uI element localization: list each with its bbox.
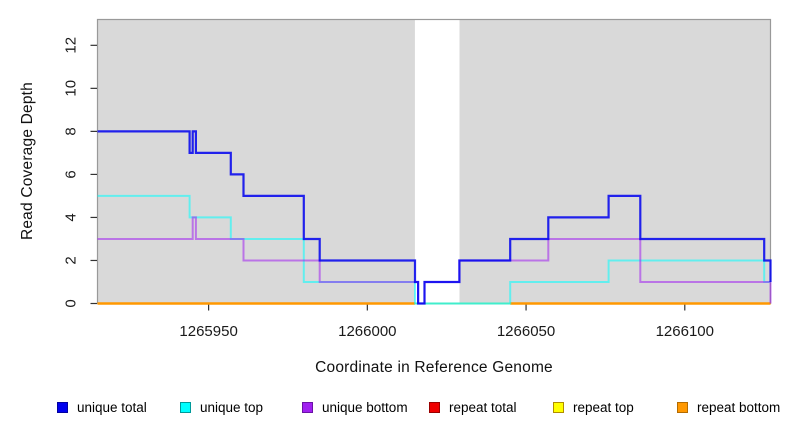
legend-label: unique total xyxy=(77,399,147,415)
legend-swatch-icon xyxy=(677,401,688,413)
y-tick-label: 4 xyxy=(63,213,80,221)
series-unique-total-line xyxy=(97,130,772,305)
legend-label: repeat top xyxy=(573,399,634,415)
y-tick-label: 8 xyxy=(63,127,80,135)
legend-item-repeat-total: repeat total xyxy=(429,399,517,415)
legend-label: repeat total xyxy=(449,399,517,415)
x-tick-label: 1266000 xyxy=(338,323,396,340)
y-tick-label: 10 xyxy=(63,80,80,97)
y-tick-label: 6 xyxy=(63,170,80,178)
legend-swatch-icon xyxy=(57,401,68,413)
plot-bg-left xyxy=(97,19,415,304)
series-unique-top-line xyxy=(97,194,771,305)
legend-swatch-icon xyxy=(302,401,313,413)
x-tick-label: 1266100 xyxy=(656,323,714,340)
legend-swatch-icon xyxy=(429,401,440,413)
y-axis-title: Read Coverage Depth xyxy=(19,81,36,241)
y-tick-label: 12 xyxy=(63,37,80,54)
unique-top-path xyxy=(97,194,771,305)
y-tick-label: 2 xyxy=(63,256,80,264)
unique-total-path xyxy=(97,130,772,305)
no-coverage-band xyxy=(414,19,460,304)
legend-item-unique-top: unique top xyxy=(180,399,263,415)
legend: unique total unique top unique bottom repea… xyxy=(0,399,792,417)
legend-label: unique bottom xyxy=(322,399,408,415)
legend-swatch-icon xyxy=(553,401,564,413)
y-axis: 0 2 4 6 8 10 12 xyxy=(63,37,97,308)
legend-item-unique-bottom: unique bottom xyxy=(302,399,408,415)
x-axis-title: Coordinate in Reference Genome xyxy=(315,359,553,376)
legend-label: unique top xyxy=(200,399,264,415)
legend-item-unique-total: unique total xyxy=(57,399,147,415)
legend-item-repeat-bottom: repeat bottom xyxy=(677,399,780,415)
x-tick-label: 1266050 xyxy=(497,323,555,340)
coverage-plot: 1265950 1266000 1266050 1266100 0 2 4 6 8 10 12 xyxy=(63,18,772,340)
legend-item-repeat-top: repeat top xyxy=(553,399,634,415)
legend-swatch-icon xyxy=(180,401,191,413)
y-tick-label: 0 xyxy=(63,299,80,307)
x-axis: 1265950 1266000 1266050 1266100 xyxy=(179,304,714,340)
x-tick-label: 1265950 xyxy=(179,323,237,340)
legend-label: repeat bottom xyxy=(697,399,781,415)
